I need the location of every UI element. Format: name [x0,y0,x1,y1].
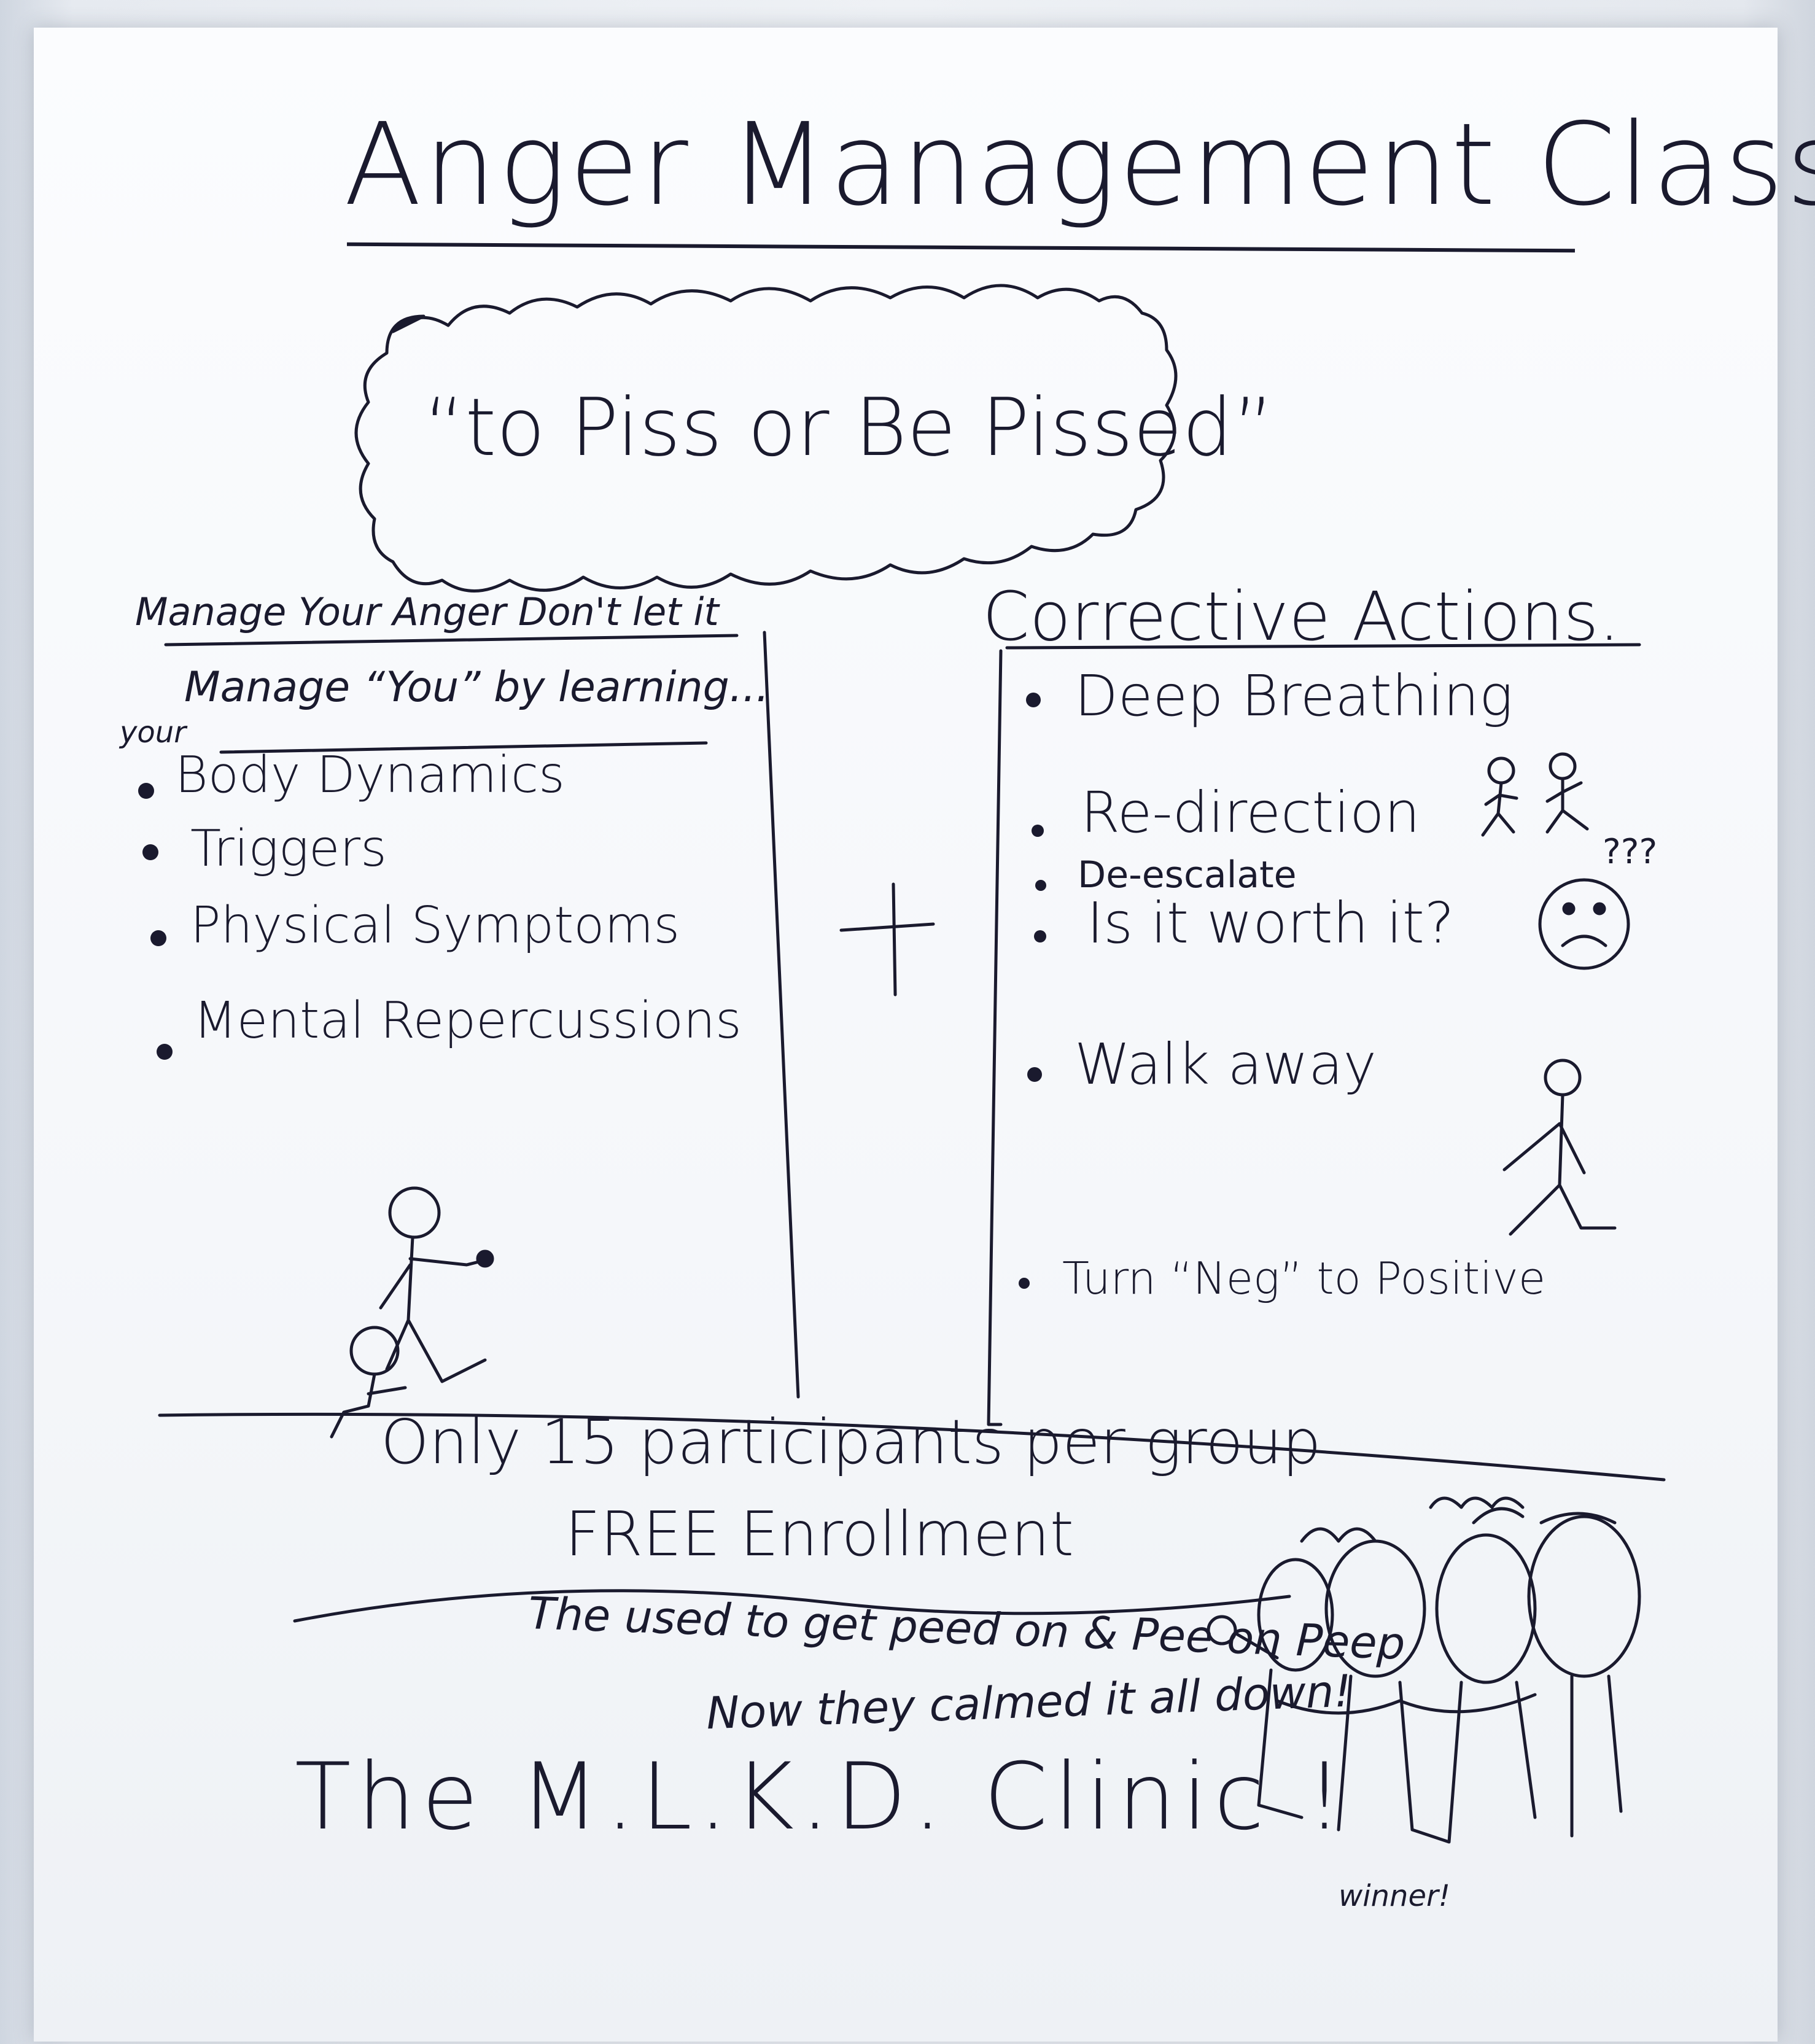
enrollment-note: FREE Enrollment [565,1498,1074,1570]
worried-face-icon [1538,878,1630,970]
question-marks: ??? [1603,832,1658,872]
list-item-redirection: Re-direction [1081,780,1420,845]
clinic-name: The M.L.K.D. Clinic ! [295,1744,1350,1851]
list-item-deescalate: De-escalate [1078,853,1297,896]
list-item-physical-symptoms: Physical Symptoms [190,896,680,955]
list-item-mental-repercussions: Mental Repercussions [193,992,742,1050]
tagline: “to Piss or Be Pissed” [424,381,1275,474]
list-item-walk-away: Walk away [1075,1032,1377,1097]
list-item-triggers: Triggers [190,820,387,878]
plus-horizontal [839,922,935,932]
stick-figure-kicking [330,1186,494,1439]
plus-sign: + [863,878,868,885]
ground-line [158,1412,1666,1482]
footer-wave [293,1589,1291,1623]
bullet-icon [142,844,158,860]
winner-label: winner! [1339,1879,1450,1913]
left-heading-underline-2 [219,741,708,754]
left-heading-line1: Manage Your Anger Don't let it [135,589,719,634]
participants-note: Only 15 participants per group [381,1406,1321,1478]
bullet-icon [150,930,166,946]
bullet-icon [138,783,154,799]
plus-vertical [892,882,897,997]
list-item-turn-neg-positive: Turn “Neg” to Positive [1062,1253,1546,1304]
page-title: Anger Management Classes [344,98,1815,231]
tagline-cloud-border [354,284,1178,593]
your-annotation: your [120,715,186,750]
bullet-icon [157,1044,173,1060]
list-item-is-it-worth-it: Is it worth it? [1087,890,1455,956]
list-item-body-dynamics: Body Dynamics [175,746,565,804]
stick-figures-redirection [1481,752,1589,837]
left-heading-line2: Manage “You” by learning... [184,663,769,712]
right-column-border-left [987,649,1003,1426]
left-column-divider [763,631,800,1399]
right-heading: Corrective Actions. [982,577,1620,656]
stick-figure-walking-away [1502,1059,1617,1236]
right-heading-underline [1005,643,1641,650]
crowd-of-figures [1207,1496,1641,1844]
left-heading-underline [164,634,739,647]
list-item-deep-breathing: Deep Breathing [1075,663,1514,729]
chart-paper-sheet [34,28,1778,2042]
